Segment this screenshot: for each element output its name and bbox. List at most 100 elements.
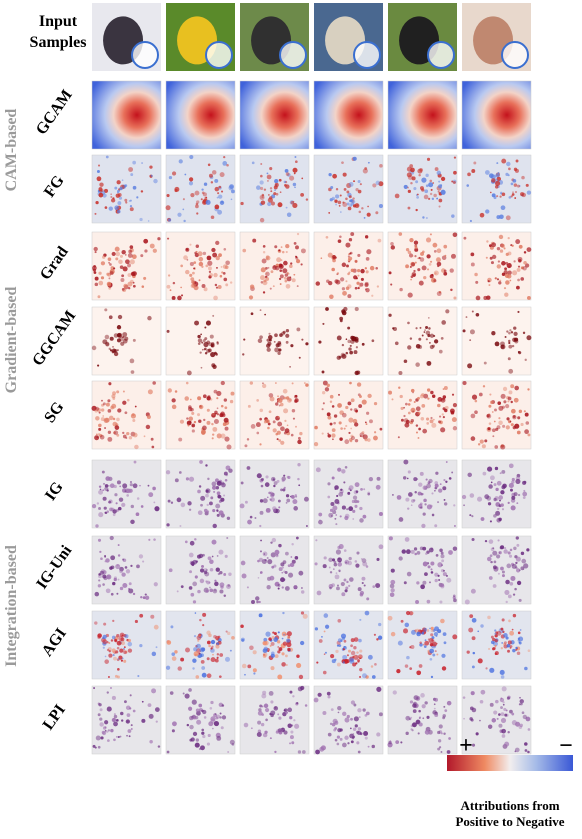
attribution-dot — [422, 643, 425, 646]
attribution-dot — [497, 539, 500, 542]
attribution-dot — [328, 173, 332, 177]
attribution-dot — [332, 568, 335, 570]
attribution-dot — [277, 342, 282, 347]
attribution-dot — [102, 415, 105, 417]
attribution-dot — [352, 495, 358, 500]
attribution-dot — [451, 180, 454, 183]
attribution-dot — [123, 659, 127, 663]
attribution-dot — [500, 545, 505, 550]
attribution-dot — [511, 344, 515, 348]
attribution-dot — [261, 693, 267, 699]
attribution-dot — [518, 569, 521, 572]
attribution-dot — [406, 655, 410, 660]
attribution-dot — [509, 581, 514, 586]
attribution-dot — [421, 393, 425, 397]
attribution-dot — [110, 555, 116, 561]
attribution-dot — [389, 740, 392, 743]
attribution-dot — [441, 666, 447, 671]
attribution-dot — [166, 284, 171, 289]
attribution-dot — [375, 583, 381, 589]
attribution-dot — [178, 159, 183, 164]
attribution-dot — [281, 476, 286, 482]
attribution-dot — [441, 320, 447, 325]
attribution-dot — [231, 635, 235, 640]
attribution-dot — [503, 287, 507, 290]
attribution-dot — [224, 406, 228, 410]
attribution-dot — [413, 400, 416, 404]
attribution-dot — [500, 243, 505, 249]
attribution-dot — [509, 548, 513, 552]
attribution-dot — [491, 428, 496, 433]
attribution-dot — [291, 409, 296, 413]
attribution-dot — [333, 414, 338, 418]
attribution-dot — [206, 630, 211, 635]
attribution-dot — [118, 196, 123, 200]
attribution-dot — [277, 415, 280, 418]
attribution-dot — [177, 295, 182, 301]
attribution-dot — [116, 325, 122, 330]
attribution-dot — [263, 279, 267, 283]
attribution-dot — [377, 635, 383, 640]
attribution-dot — [501, 158, 507, 164]
attribution-dot — [333, 421, 336, 425]
attribution-dot — [337, 403, 342, 408]
attribution-dot — [438, 746, 442, 749]
attribution-dot — [103, 482, 106, 485]
attribution-dot — [111, 695, 116, 701]
attribution-dot — [214, 410, 218, 415]
attribution-dot — [230, 391, 235, 396]
attribution-dot — [267, 422, 271, 426]
attribution-dot — [499, 214, 504, 220]
attribution-dot — [213, 634, 217, 639]
heatmap — [91, 610, 162, 680]
attribution-dot — [520, 422, 524, 427]
attribution-dot — [109, 687, 112, 690]
attribution-dot — [390, 241, 394, 246]
attribution-dot — [112, 417, 116, 421]
attribution-dot — [121, 572, 126, 577]
attribution-dot — [283, 260, 288, 266]
attribution-dot — [134, 444, 139, 450]
attribution-dot — [262, 251, 266, 254]
attribution-dot — [99, 488, 102, 491]
attribution-dot — [378, 181, 384, 187]
attribution-dot — [281, 571, 284, 574]
attribution-dot — [518, 409, 523, 414]
attribution-dot — [292, 167, 298, 173]
attribution-dot — [437, 420, 441, 424]
attribution-dot — [365, 565, 369, 568]
attribution-dot — [217, 494, 221, 499]
attribution-dot — [134, 619, 138, 624]
attribution-dot — [440, 584, 445, 589]
attribution-dot — [463, 236, 467, 240]
attribution-dot — [284, 428, 290, 434]
attribution-dot — [314, 425, 318, 430]
attribution-dot — [359, 667, 363, 672]
attribution-dot — [347, 284, 352, 289]
attribution-dot — [365, 675, 369, 679]
attribution-dot — [102, 496, 107, 501]
heatmap — [313, 306, 384, 376]
attribution-dot — [258, 600, 261, 604]
attribution-dot — [371, 294, 374, 297]
input-logo — [427, 41, 455, 69]
attribution-dot — [285, 243, 290, 249]
attribution-dot — [209, 559, 214, 565]
attribution-dot — [100, 261, 106, 266]
attribution-dot — [350, 638, 355, 643]
attribution-dot — [434, 167, 439, 171]
attribution-dot — [342, 742, 347, 748]
attribution-dot — [148, 538, 151, 541]
attribution-dot — [206, 510, 210, 513]
attribution-dot — [219, 712, 222, 715]
attribution-dot — [429, 344, 434, 350]
attribution-dot — [102, 402, 106, 406]
attribution-dot — [265, 507, 271, 513]
attribution-dot — [516, 430, 521, 435]
attribution-dot — [356, 651, 359, 654]
attribution-dot — [255, 596, 260, 601]
attribution-dot — [202, 624, 205, 627]
attribution-dot — [501, 570, 505, 574]
attribution-dot — [487, 724, 493, 729]
attribution-dot — [273, 706, 279, 711]
